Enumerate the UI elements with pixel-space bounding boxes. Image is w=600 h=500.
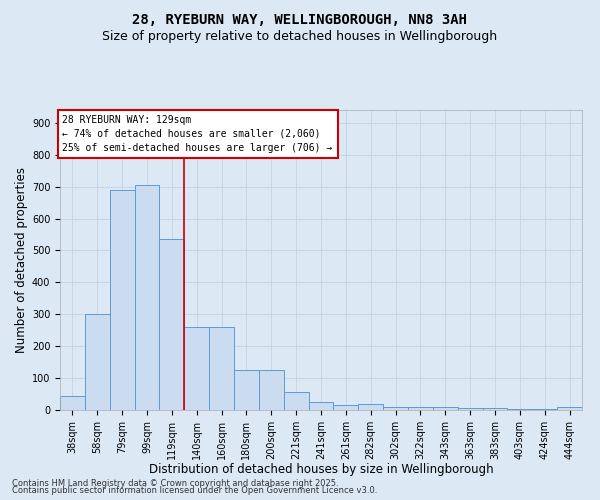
Bar (284, 392, 308, 410)
Bar (60, 396, 85, 410)
Bar (234, 370, 259, 410)
Bar (259, 370, 284, 410)
Y-axis label: Number of detached properties: Number of detached properties (14, 167, 28, 353)
Bar (160, 240, 184, 410)
Bar (408, 408, 433, 410)
Bar (209, 327, 234, 410)
Bar (358, 404, 383, 410)
Bar (433, 408, 458, 410)
Bar (383, 408, 408, 410)
Bar (532, 409, 557, 410)
Bar (85, 314, 110, 410)
Bar (110, 190, 134, 410)
Text: Size of property relative to detached houses in Wellingborough: Size of property relative to detached ho… (103, 30, 497, 43)
Bar (184, 327, 209, 410)
Text: 28 RYEBURN WAY: 129sqm
← 74% of detached houses are smaller (2,060)
25% of semi-: 28 RYEBURN WAY: 129sqm ← 74% of detached… (62, 115, 333, 153)
X-axis label: Distribution of detached houses by size in Wellingborough: Distribution of detached houses by size … (149, 464, 493, 476)
Bar (308, 402, 334, 410)
Bar (482, 408, 508, 410)
Bar (508, 409, 532, 410)
Bar (334, 405, 358, 410)
Bar (557, 408, 582, 410)
Text: 28, RYEBURN WAY, WELLINGBOROUGH, NN8 3AH: 28, RYEBURN WAY, WELLINGBOROUGH, NN8 3AH (133, 12, 467, 26)
Text: Contains HM Land Registry data © Crown copyright and database right 2025.: Contains HM Land Registry data © Crown c… (12, 478, 338, 488)
Text: Contains public sector information licensed under the Open Government Licence v3: Contains public sector information licen… (12, 486, 377, 495)
Bar (458, 408, 482, 410)
Bar (134, 185, 160, 410)
